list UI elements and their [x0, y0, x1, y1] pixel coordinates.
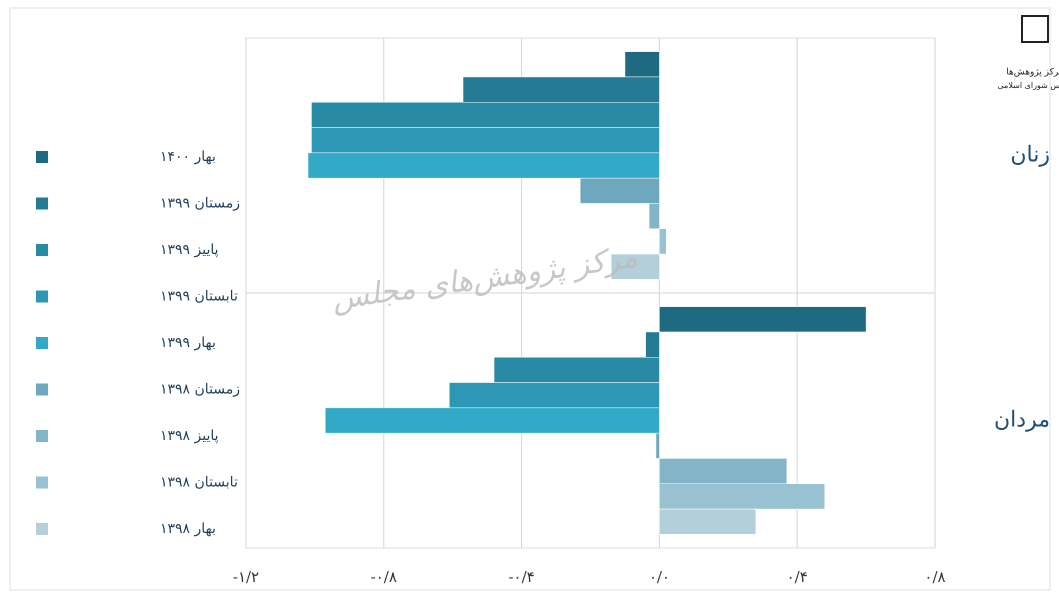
bar [659, 508, 757, 535]
bar [659, 458, 788, 485]
bar [659, 306, 867, 333]
x-tick-label: -۰/۴ [508, 568, 534, 586]
bar [610, 253, 660, 280]
bar [648, 203, 660, 229]
legend-swatch [36, 476, 48, 489]
bar [624, 51, 660, 78]
legend-label: بهار ۱۳۹۸ [160, 521, 216, 537]
category-label: مردان [994, 408, 1050, 433]
legend-label: بهار ۱۴۰۰ [160, 149, 216, 165]
bar [659, 228, 667, 255]
legend-swatch [36, 290, 48, 303]
legend-label: زمستان ۱۳۹۸ [160, 382, 240, 398]
bar [493, 357, 660, 383]
logo-text: مجلس شورای اسلامی [997, 81, 1059, 90]
bar [659, 483, 826, 510]
legend-label: بهار ۱۳۹۹ [160, 335, 216, 351]
legend-label: پاییز ۱۳۹۸ [160, 428, 219, 444]
x-tick-label: ۰/۸ [924, 568, 945, 586]
legend-swatch [36, 430, 48, 442]
x-tick-label: -۱/۲ [233, 568, 259, 586]
legend-swatch [36, 383, 48, 396]
legend-swatch [36, 523, 48, 535]
legend-label: پاییز ۱۳۹۹ [160, 242, 219, 258]
x-tick-label: ۰/۴ [787, 568, 808, 586]
bar [462, 76, 660, 103]
bar [311, 102, 660, 128]
bar [579, 177, 660, 204]
bar [449, 382, 660, 409]
bar [311, 127, 660, 154]
category-label: زنان [1010, 143, 1050, 168]
legend-swatch [36, 151, 48, 163]
x-tick-label: ۰/۰ [649, 568, 670, 586]
legend-label: تابستان ۱۳۹۹ [160, 289, 238, 305]
bar [645, 331, 660, 358]
frame [9, 7, 1051, 591]
legend-swatch [36, 244, 48, 256]
legend-label: تابستان ۱۳۹۸ [160, 475, 238, 491]
x-tick-label: -۰/۸ [371, 568, 397, 586]
legend-swatch [36, 197, 48, 210]
logo-icon [1021, 15, 1049, 43]
legend-label: زمستان ۱۳۹۹ [160, 196, 240, 212]
bar [307, 152, 660, 179]
logo: مرکز پژوهش‌ها مجلس شورای اسلامی [997, 15, 1059, 90]
bar [324, 407, 660, 434]
logo-text: مرکز پژوهش‌ها [1006, 68, 1059, 78]
bar [655, 432, 660, 459]
legend-swatch [36, 337, 48, 349]
